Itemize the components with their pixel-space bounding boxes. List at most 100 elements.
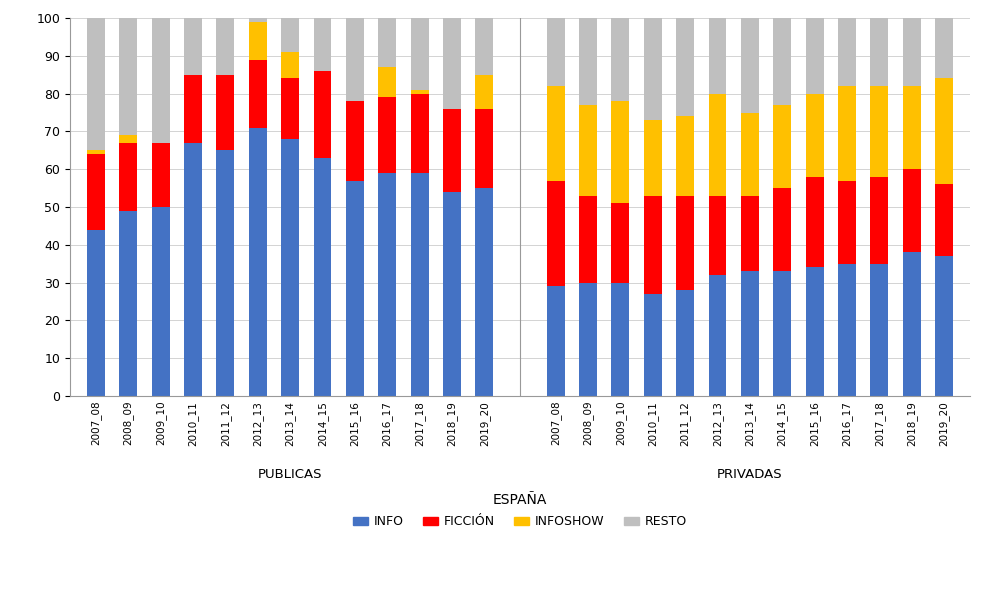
Bar <box>547 181 565 286</box>
Bar <box>870 86 888 177</box>
Bar <box>806 94 824 177</box>
Bar <box>773 18 791 105</box>
Bar <box>741 196 759 271</box>
Bar <box>281 18 299 52</box>
Bar <box>411 94 429 173</box>
Bar <box>281 139 299 396</box>
Bar <box>475 109 493 188</box>
Bar <box>216 150 234 396</box>
Bar <box>806 268 824 396</box>
Bar <box>475 18 493 75</box>
Bar <box>806 18 824 94</box>
Bar <box>249 18 267 22</box>
Bar <box>870 18 888 86</box>
Bar <box>870 177 888 263</box>
Bar <box>644 18 662 120</box>
Bar <box>838 181 856 263</box>
Bar <box>184 143 202 396</box>
Bar <box>709 196 726 275</box>
Text: PRIVADAS: PRIVADAS <box>717 468 783 481</box>
Bar <box>838 86 856 181</box>
Bar <box>119 143 137 211</box>
Bar <box>644 120 662 196</box>
Bar <box>773 188 791 271</box>
Bar <box>119 18 137 135</box>
Bar <box>314 18 331 71</box>
Bar <box>870 263 888 396</box>
Bar <box>152 207 170 396</box>
Bar <box>741 113 759 196</box>
Bar <box>378 97 396 173</box>
Bar <box>119 135 137 143</box>
Bar <box>346 101 364 181</box>
Bar <box>152 18 170 143</box>
Bar <box>119 211 137 396</box>
Bar <box>611 203 629 283</box>
Bar <box>935 256 953 396</box>
Bar <box>935 184 953 256</box>
Text: ESPAÑA: ESPAÑA <box>493 493 547 507</box>
Bar <box>611 283 629 396</box>
Bar <box>249 22 267 59</box>
Bar <box>773 271 791 396</box>
Bar <box>935 79 953 184</box>
Bar <box>184 75 202 143</box>
Bar <box>903 253 921 396</box>
Bar <box>676 290 694 396</box>
Bar <box>314 71 331 158</box>
Bar <box>443 109 461 192</box>
Bar <box>676 196 694 290</box>
Bar <box>547 286 565 396</box>
Bar <box>644 294 662 396</box>
Bar <box>249 59 267 128</box>
Bar <box>579 105 597 196</box>
Bar <box>741 18 759 113</box>
Bar <box>547 18 565 86</box>
Legend: INFO, FICCIÓN, INFOSHOW, RESTO: INFO, FICCIÓN, INFOSHOW, RESTO <box>348 511 692 533</box>
Bar <box>579 283 597 396</box>
Bar <box>579 196 597 283</box>
Bar <box>475 188 493 396</box>
Bar <box>87 154 105 230</box>
Bar <box>903 86 921 169</box>
Bar <box>411 18 429 90</box>
Bar <box>547 86 565 181</box>
Bar <box>709 18 726 94</box>
Bar <box>773 105 791 188</box>
Bar <box>184 18 202 75</box>
Bar <box>411 90 429 94</box>
Bar <box>579 18 597 105</box>
Bar <box>475 74 493 109</box>
Bar <box>314 158 331 396</box>
Bar <box>216 74 234 150</box>
Bar <box>378 18 396 67</box>
Bar <box>838 18 856 86</box>
Bar <box>378 67 396 97</box>
Bar <box>806 177 824 268</box>
Bar <box>611 18 629 101</box>
Bar <box>87 18 105 150</box>
Bar <box>152 143 170 207</box>
Bar <box>87 230 105 396</box>
Bar <box>903 169 921 253</box>
Bar <box>249 128 267 396</box>
Bar <box>676 18 694 116</box>
Bar <box>709 94 726 196</box>
Bar <box>216 18 234 75</box>
Bar <box>709 275 726 396</box>
Bar <box>741 271 759 396</box>
Bar <box>346 18 364 101</box>
Bar <box>281 52 299 79</box>
Bar <box>378 173 396 396</box>
Bar <box>676 116 694 196</box>
Bar <box>611 101 629 203</box>
Bar <box>838 263 856 396</box>
Bar <box>935 18 953 79</box>
Text: PUBLICAS: PUBLICAS <box>258 468 322 481</box>
Bar <box>443 18 461 109</box>
Bar <box>346 181 364 396</box>
Bar <box>87 150 105 154</box>
Bar <box>644 196 662 294</box>
Bar <box>443 192 461 396</box>
Bar <box>411 173 429 396</box>
